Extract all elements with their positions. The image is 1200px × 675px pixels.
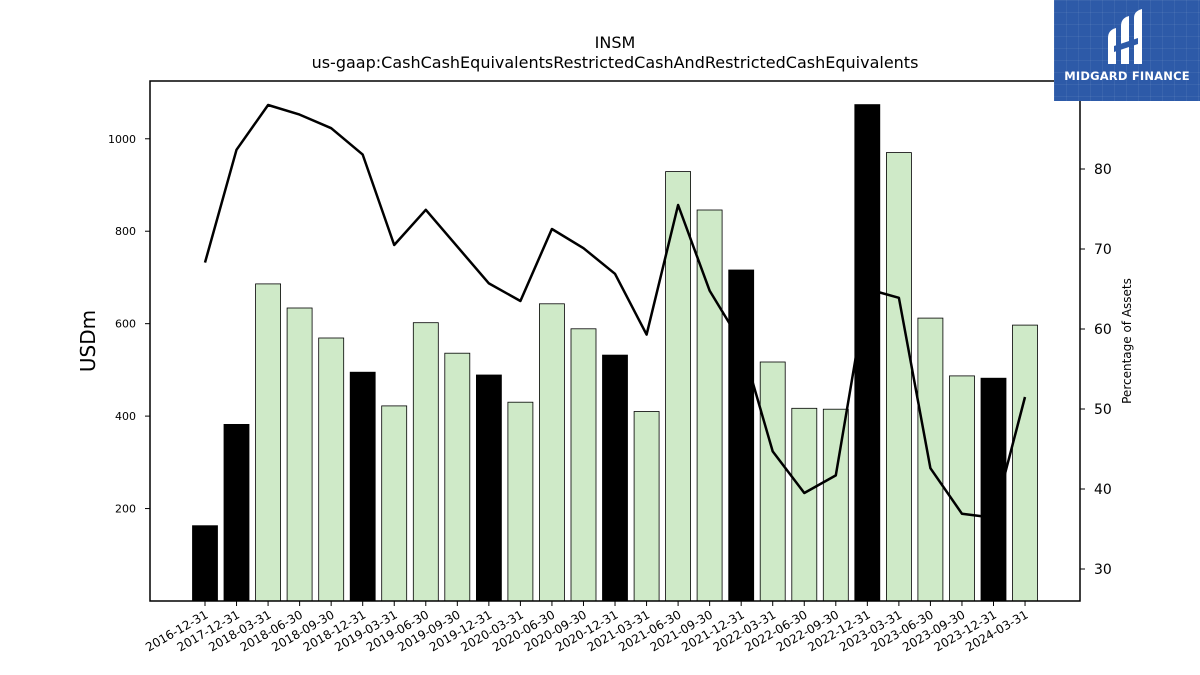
bar — [633, 411, 660, 602]
bar — [1012, 324, 1038, 602]
y-axis-label: USDm — [76, 310, 100, 372]
bar — [980, 377, 1007, 602]
bar — [381, 405, 408, 602]
bar — [255, 283, 282, 602]
bar — [349, 371, 376, 602]
bar — [696, 209, 723, 602]
bar — [318, 337, 345, 602]
y2-tick-label: 60 — [1094, 322, 1112, 338]
brand-logo: MIDGARD FINANCE — [1054, 0, 1200, 101]
bar-series — [192, 104, 1038, 602]
bar — [728, 269, 755, 602]
bar — [791, 407, 818, 602]
brand-name: MIDGARD FINANCE — [1064, 69, 1190, 83]
bar — [759, 361, 786, 602]
bar — [917, 317, 944, 602]
right-axis: 30 40 50 60 70 80 — [1080, 162, 1112, 578]
line-series — [203, 103, 1027, 520]
chart-subtitle: us-gaap:CashCashEquivalentsRestrictedCas… — [312, 53, 919, 72]
y-tick-label: 800 — [115, 225, 136, 238]
y2-tick-label: 30 — [1094, 562, 1112, 578]
bar — [854, 104, 881, 602]
y-tick-label: 1000 — [108, 133, 136, 146]
bar — [192, 525, 218, 602]
chart-title: INSM — [595, 33, 636, 52]
line-series-path — [203, 103, 1027, 520]
bar — [507, 401, 534, 602]
y2-tick-label: 70 — [1094, 242, 1112, 258]
y-tick-label: 600 — [115, 318, 136, 331]
bar — [949, 375, 975, 602]
bar — [539, 303, 565, 602]
bar — [286, 307, 313, 602]
left-axis: 200 400 600 800 1000 — [108, 133, 150, 516]
bar — [886, 152, 912, 602]
bar — [822, 408, 849, 602]
y2-tick-label: 40 — [1094, 482, 1112, 498]
y2-tick-label: 80 — [1094, 162, 1112, 178]
x-axis: 2016-12-312017-12-312018-03-312018-06-30… — [143, 601, 1031, 654]
bar — [444, 352, 471, 602]
midgard-logo-icon — [1108, 9, 1142, 64]
bar — [475, 374, 502, 602]
bar — [412, 322, 439, 602]
bar — [570, 328, 597, 602]
bar — [602, 354, 628, 602]
y-tick-label: 400 — [115, 410, 136, 423]
y2-axis-label: Percentage of Assets — [1120, 278, 1134, 404]
y2-tick-label: 50 — [1094, 402, 1112, 418]
y-tick-label: 200 — [115, 503, 136, 516]
bar — [223, 423, 250, 602]
